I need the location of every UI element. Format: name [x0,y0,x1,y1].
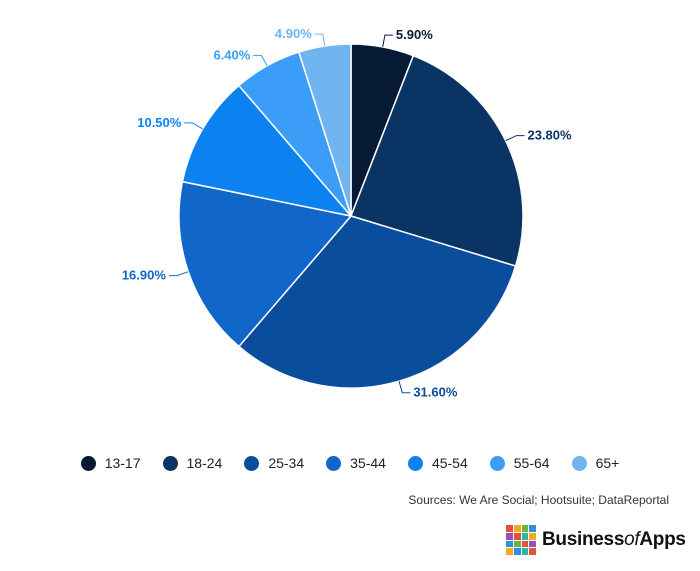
pie-slice-18-24 [350,54,524,267]
legend-label-25-34: 25-34 [268,455,305,471]
logo-grid-cell [506,540,513,548]
data-label-18-24: 23.80% [527,128,572,143]
logo-grid-cell [513,532,521,540]
legend-label-18-24: 18-24 [186,455,223,471]
pie-slice-65+ [297,43,352,217]
legend-item-25-34: 25-34 [244,455,304,471]
legend-label-65+: 65+ [595,455,620,471]
logo-grid-cell [521,532,529,540]
data-label-55-64: 6.40% [213,47,250,62]
data-label-13-17: 5.90% [396,27,433,42]
connector-line-18-24 [505,135,525,142]
legend-label-13-17: 13-17 [104,455,141,471]
data-label-35-44: 16.90% [122,268,167,283]
logo-grid-cell [529,548,536,555]
data-label-25-34: 31.60% [413,385,458,400]
pie-slice-45-54 [181,84,353,218]
legend-item-35-44: 35-44 [326,455,386,471]
logo-grid-cell [529,540,536,548]
business-of-apps-logo: BusinessofApps [506,525,686,555]
logo-grid-cell [513,525,521,532]
logo-text: BusinessofApps [542,529,686,550]
logo-grid-cell [513,540,521,548]
legend-swatch-18-24 [162,455,178,471]
connector-line-13-17 [382,34,393,48]
legend-label-55-64: 55-64 [513,455,550,471]
legend: 13-17 18-24 25-34 35-44 45-54 55-64 65+ [0,455,700,471]
legend-item-13-17: 13-17 [80,455,141,471]
pie-slice-35-44 [178,180,353,348]
legend-label-35-44: 35-44 [350,455,386,471]
connector-line-65+ [314,33,326,47]
logo-grid-cell [529,532,536,540]
legend-swatch-55-64 [489,455,505,471]
logo-grid-cell [521,540,529,548]
legend-swatch-13-17 [80,455,96,471]
legend-swatch-45-54 [407,455,423,471]
logo-grid-icon [506,525,536,555]
data-label-45-54: 10.50% [137,115,182,130]
pie-chart: 5.90% 23.80% 31.60% 16.90% 10.50% 6.40% 4.90% [122,26,572,400]
pie-slice-25-34 [237,215,517,389]
connector-line-55-64 [253,54,268,67]
logo-grid-cell [506,548,513,555]
connector-line-45-54 [184,122,203,130]
legend-swatch-25-34 [244,455,260,471]
legend-label-45-54: 45-54 [431,455,468,471]
legend-swatch-35-44 [326,455,342,471]
legend-item-65+: 65+ [571,455,620,471]
legend-item-18-24: 18-24 [162,455,223,471]
logo-grid-cell [521,548,529,555]
logo-grid-cell [506,532,513,540]
connector-line-25-34 [398,381,411,394]
logo-grid-cell [521,525,529,532]
logo-grid-cell [506,525,513,532]
source-text: Sources: We Are Social; Hootsuite; DataR… [408,493,669,507]
data-label-65+: 4.90% [275,26,312,41]
legend-item-45-54: 45-54 [407,455,468,471]
connector-line-35-44 [168,271,189,277]
logo-grid-cell [529,525,536,532]
legend-item-55-64: 55-64 [489,455,550,471]
legend-swatch-65+ [571,455,587,471]
logo-grid-cell [513,548,521,555]
